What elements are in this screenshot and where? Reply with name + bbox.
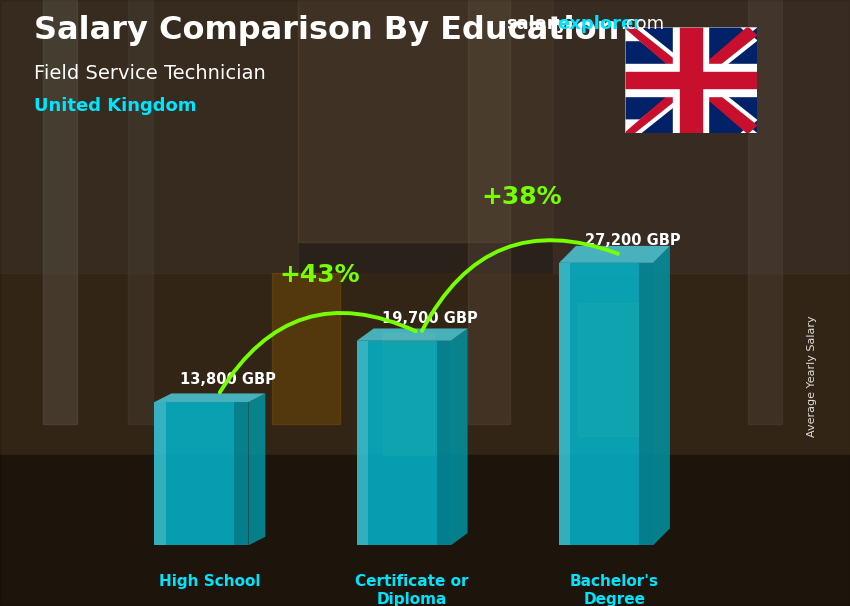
Polygon shape [625,27,756,133]
Polygon shape [155,393,265,402]
Text: High School: High School [159,574,261,590]
Bar [625,64,756,96]
Polygon shape [357,328,468,341]
Text: explorer: explorer [557,15,642,33]
Text: +43%: +43% [279,263,360,287]
Bar [0,454,850,606]
Polygon shape [155,402,166,545]
FancyArrowPatch shape [422,240,618,331]
Bar [625,72,756,88]
Text: Average Yearly Salary: Average Yearly Salary [807,315,817,436]
Polygon shape [357,341,451,545]
Bar [298,0,552,242]
Bar [748,0,782,424]
Polygon shape [653,246,670,545]
Bar [128,0,153,424]
Polygon shape [559,263,653,545]
Polygon shape [559,263,570,545]
Polygon shape [437,341,451,545]
Text: 19,700 GBP: 19,700 GBP [382,311,478,326]
Bar [673,27,708,133]
Text: Field Service Technician: Field Service Technician [34,64,266,82]
Bar [272,273,340,424]
Bar [578,303,638,436]
Text: United Kingdom: United Kingdom [34,97,196,115]
FancyArrowPatch shape [220,313,416,393]
Text: 13,800 GBP: 13,800 GBP [180,373,275,387]
Bar [0,0,850,273]
Text: +38%: +38% [481,185,562,210]
Polygon shape [235,402,248,545]
Polygon shape [559,246,670,263]
Polygon shape [357,341,368,545]
Polygon shape [450,328,468,545]
Bar [382,333,434,454]
Text: salary: salary [506,15,567,33]
Bar [680,27,701,133]
Polygon shape [625,27,756,133]
Polygon shape [625,27,756,133]
Bar [552,0,850,273]
Polygon shape [639,263,653,545]
Polygon shape [625,27,756,133]
Polygon shape [248,393,265,545]
Text: Certificate or
Diploma: Certificate or Diploma [355,574,469,606]
Text: Salary Comparison By Education: Salary Comparison By Education [34,15,620,46]
Bar [0,0,298,273]
Text: .com: .com [620,15,665,33]
Bar [468,0,510,424]
Bar [42,0,76,424]
Text: Bachelor's
Degree: Bachelor's Degree [570,574,659,606]
Polygon shape [155,402,248,545]
Bar [0,273,850,454]
Text: 27,200 GBP: 27,200 GBP [585,233,680,248]
